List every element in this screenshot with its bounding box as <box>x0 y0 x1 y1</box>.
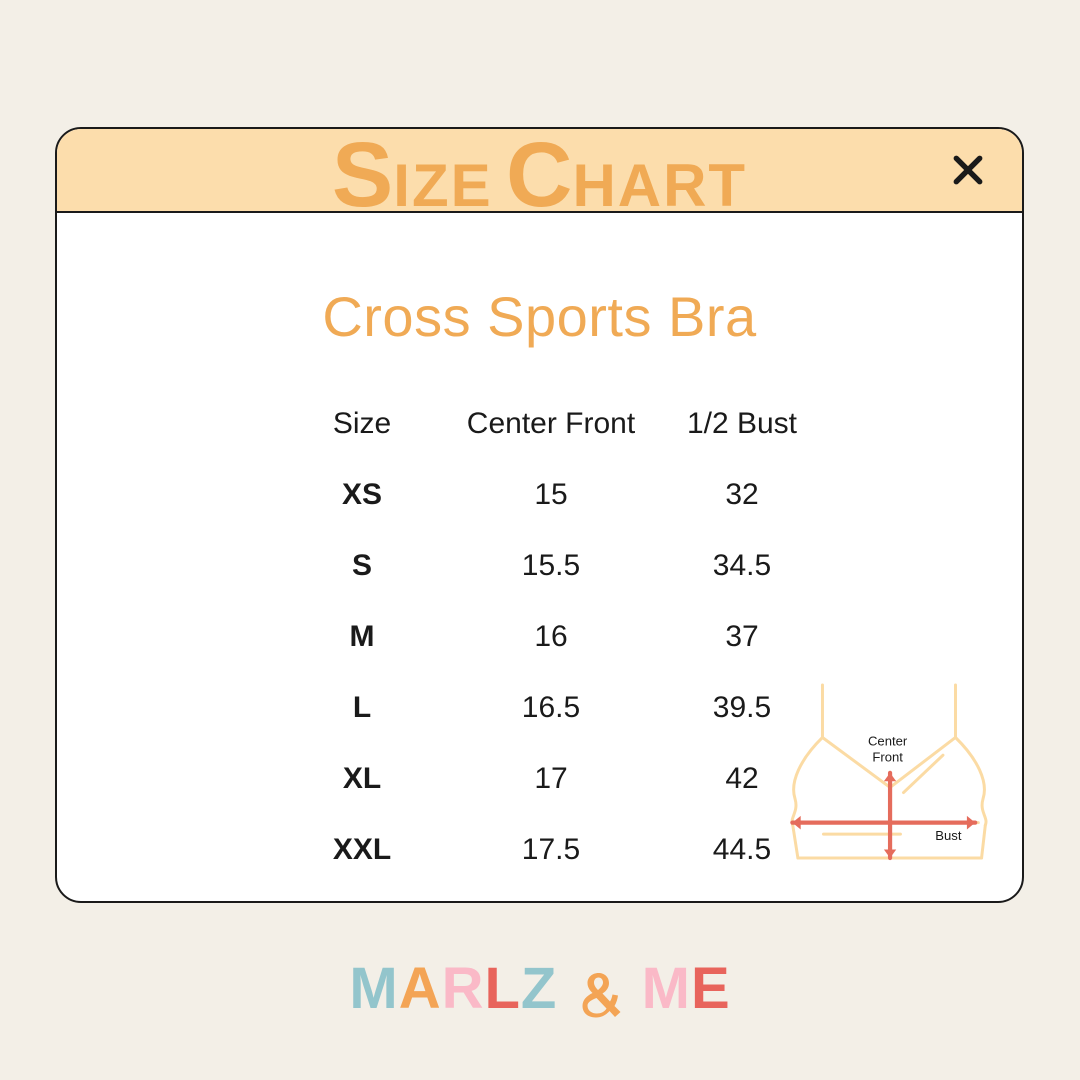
svg-text:Bust: Bust <box>935 828 962 843</box>
svg-text:Front: Front <box>872 750 903 765</box>
svg-text:Center: Center <box>868 734 908 749</box>
